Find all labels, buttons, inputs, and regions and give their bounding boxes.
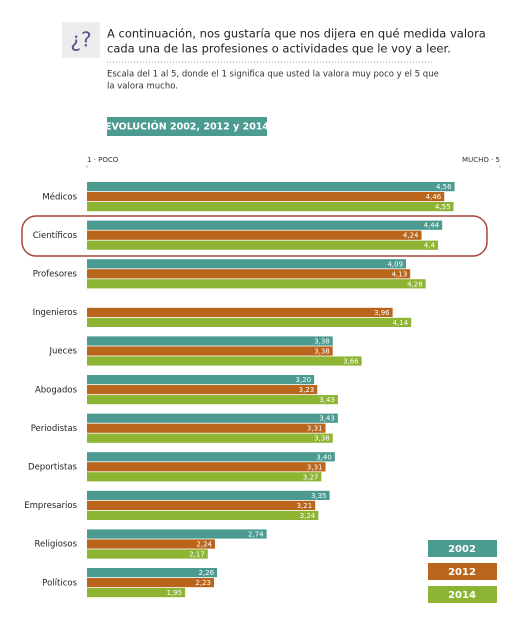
category-label: Ingenieros [33,308,78,318]
bar [87,336,333,346]
value-label: 3,23 [299,386,315,394]
value-label: 4,13 [392,270,408,278]
question: A continuación, nos gustaría que nos dij… [107,27,486,41]
question: cada una de las profesiones o actividade… [107,42,451,56]
category-label: Profesores [33,270,78,280]
value-label: 4,24 [403,232,419,240]
bar [87,220,443,230]
bar [87,259,407,269]
value-label: 2,26 [199,569,215,577]
category-label: Religiosos [35,540,78,550]
bar [87,462,326,472]
value-label: 3,38 [314,435,330,443]
bar [87,433,333,443]
bar [87,192,445,202]
scale-note: la valora mucho. [107,82,178,92]
value-label: 3,20 [296,376,312,384]
plot: 1 · POCO MUCHO · 5 Médicos 4,56 4,46 4,55 Cien… [24,156,501,603]
scale-note: Escala del 1 al 5, donde el 1 significa … [107,70,439,80]
value-label: 3,35 [311,492,327,500]
bar [87,182,455,192]
category-label: Abogados [35,385,78,395]
value-label: 4,44 [424,222,440,230]
bar [87,452,335,462]
value-label: 3,38 [314,338,330,346]
category-label: Empresarios [24,501,77,511]
bar [87,202,454,212]
bar [87,395,338,405]
value-label: 3,43 [319,415,335,423]
category-label: Científicos [33,231,78,241]
highlight [21,215,488,257]
value-label: 3,21 [297,502,313,510]
bar [87,269,411,279]
category-label: Deportistas [28,463,78,473]
bar [87,413,338,423]
x-tick-label: MUCHO · 5 [462,156,500,164]
value-label: 4,14 [393,319,409,327]
value-label: 4,09 [387,260,403,268]
value-label: 2,23 [195,579,211,587]
icon: ¿? [70,28,91,52]
value-label: 1,95 [166,589,182,597]
category-label: Políticos [42,578,77,588]
bar [87,472,322,482]
value-label: 3,31 [307,425,323,433]
legend-label: 2014 [448,590,476,601]
value-label: 3,96 [374,309,390,317]
value-label: 4,56 [436,183,452,191]
value-label: 2,74 [248,531,264,539]
bar [87,375,315,385]
bar [87,588,186,598]
chart-title: EVOLUCIÓN 2002, 2012 y 2014 [105,121,269,133]
x-tick-label: 1 · POCO [87,156,119,164]
bar [87,529,267,539]
value-label: 2,24 [196,541,212,549]
bar [87,385,318,395]
value-label: 4,46 [426,193,442,201]
bar [87,510,319,520]
icon-box [62,22,100,58]
value-label: 3,40 [316,453,332,461]
bar [87,539,216,549]
value-label: 3,24 [300,512,316,520]
legend-label: 2002 [448,544,476,555]
banner [107,117,267,136]
category-label: Médicos [42,191,77,202]
legend-swatch [428,540,497,557]
bar [87,500,316,510]
bar [87,307,393,317]
value-label: 2,17 [189,551,205,559]
value-label: 4,4 [424,242,436,250]
category-label: Jueces [49,347,78,357]
bar [87,317,412,327]
value-label: 4,28 [407,280,423,288]
bar [87,240,439,250]
value-label: 3,27 [303,473,319,481]
value-label: 3,66 [343,358,359,366]
value-label: 3,43 [319,396,335,404]
bar [87,230,422,240]
category-label: Periodistas [31,424,78,434]
value-label: 4,55 [435,203,451,211]
bar [87,356,362,366]
value-label: 3,31 [307,463,323,471]
legend-swatch [428,586,497,603]
value-label: 3,38 [314,348,330,356]
bar [87,578,214,588]
legend-swatch [428,563,497,580]
bar [87,549,208,559]
legend-label: 2012 [448,567,476,578]
bar [87,423,326,433]
bar [87,346,333,356]
bar [87,568,218,578]
bar [87,490,330,500]
bar [87,279,426,289]
